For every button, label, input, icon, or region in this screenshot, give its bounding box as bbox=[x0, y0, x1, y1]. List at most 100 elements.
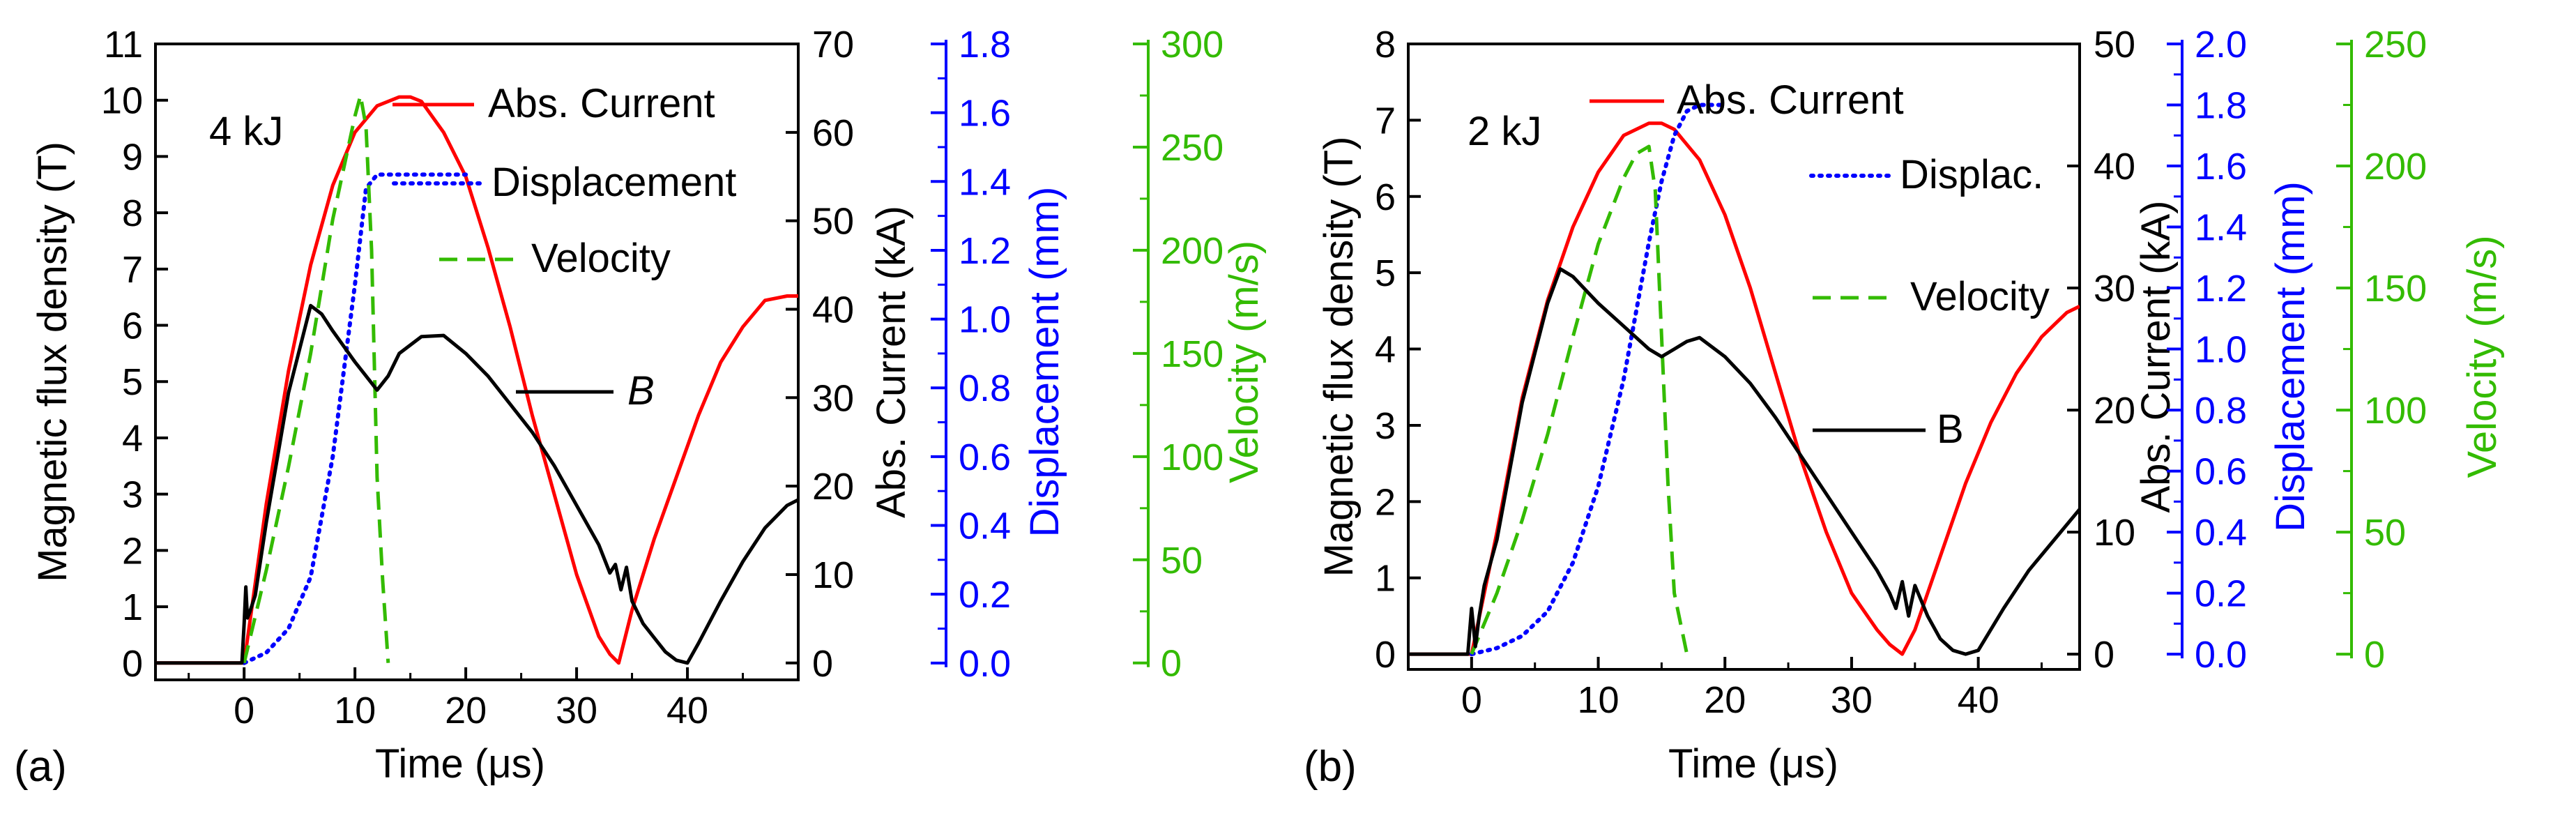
legend-label: Velocity bbox=[531, 236, 671, 281]
panel-a: 0 10 20 30 40 Time (μs) 0 1 2 3 4 5 6 7 8 9 10 11 Magnetic… bbox=[14, 24, 1267, 791]
y-tick-label: 4 bbox=[1375, 329, 1396, 371]
y-axis-label-displacement: Displacement (mm) bbox=[1022, 187, 1067, 538]
y-axis-label-b: Magnetic flux density (T) bbox=[1316, 137, 1362, 577]
x-tick-label: 10 bbox=[334, 690, 376, 731]
offset-tick-label: 200 bbox=[2364, 146, 2427, 188]
offset-tick-label: 0.4 bbox=[959, 506, 1011, 547]
y-tick-label: 4 bbox=[122, 418, 143, 460]
x-tick-label: 30 bbox=[1831, 679, 1873, 721]
offset-tick-label: 1.8 bbox=[959, 24, 1011, 66]
y-tick-label: 9 bbox=[122, 136, 143, 178]
series-b bbox=[155, 303, 798, 665]
series-displacement bbox=[1469, 103, 1728, 657]
offset-tick-label: 0.2 bbox=[959, 574, 1011, 616]
energy-label: 4 kJ bbox=[209, 109, 283, 154]
x-tick-label: 30 bbox=[556, 690, 597, 731]
y2-tick-label: 20 bbox=[812, 466, 854, 508]
offset-tick-label: 100 bbox=[2364, 390, 2427, 432]
legend-label: B bbox=[1937, 407, 1964, 452]
x-tick-label: 10 bbox=[1578, 679, 1619, 721]
series-velocity bbox=[1470, 144, 1689, 655]
offset-tick-label: 1.4 bbox=[2195, 207, 2247, 249]
panel-b: 0 10 20 30 40 Time (μs) 0 1 2 3 4 5 6 7 8 Magnetic flux… bbox=[1304, 24, 2505, 791]
offset-tick-label: 50 bbox=[1161, 540, 1203, 582]
offset-tick-label: 100 bbox=[1161, 437, 1224, 478]
y2-tick-label: 70 bbox=[812, 24, 854, 66]
y2-tick-label: 50 bbox=[2094, 24, 2135, 66]
offset-tick-label: 1.6 bbox=[2195, 146, 2247, 188]
y-tick-label: 7 bbox=[122, 249, 143, 291]
offset-tick-label: 150 bbox=[1161, 333, 1224, 375]
offset-tick-label: 0.4 bbox=[2195, 512, 2247, 554]
legend-label: Abs. Current bbox=[1677, 77, 1904, 123]
y2-tick-label: 50 bbox=[812, 201, 854, 243]
y-tick-label: 0 bbox=[122, 643, 143, 685]
y2-tick-label: 10 bbox=[2094, 512, 2135, 554]
panel-label: (a) bbox=[14, 743, 67, 791]
y-axis-label-velocity: Velocity (m/s) bbox=[2460, 235, 2505, 478]
offset-tick-label: 250 bbox=[1161, 127, 1224, 169]
y-tick-label: 5 bbox=[1375, 252, 1396, 294]
y-tick-label: 1 bbox=[122, 586, 143, 628]
offset-tick-label: 1.0 bbox=[959, 299, 1011, 341]
offset-tick-label: 1.2 bbox=[959, 230, 1011, 272]
offset-tick-label: 1.4 bbox=[959, 161, 1011, 203]
offset-tick-label: 0.0 bbox=[959, 643, 1011, 685]
x-tick-label: 0 bbox=[234, 690, 254, 731]
y-tick-label: 6 bbox=[1375, 176, 1396, 218]
y2-tick-label: 20 bbox=[2094, 390, 2135, 432]
offset-tick-label: 1.8 bbox=[2195, 85, 2247, 127]
offset-tick-label: 0 bbox=[2364, 634, 2385, 676]
series-velocity bbox=[242, 93, 390, 664]
y-tick-label: 8 bbox=[1375, 24, 1396, 66]
offset-tick-label: 0 bbox=[1161, 643, 1182, 685]
y-tick-label: 8 bbox=[122, 192, 143, 234]
x-tick-label: 40 bbox=[666, 690, 708, 731]
offset-tick-label: 0.6 bbox=[959, 437, 1011, 478]
offset-tick-label: 0.2 bbox=[2195, 573, 2247, 615]
y2-tick-label: 0 bbox=[812, 643, 833, 685]
offset-tick-label: 250 bbox=[2364, 24, 2427, 66]
x-tick-label: 20 bbox=[1704, 679, 1746, 721]
plot-frame bbox=[1407, 43, 2081, 671]
y2-tick-label: 30 bbox=[2094, 268, 2135, 310]
y2-tick-label: 40 bbox=[2094, 146, 2135, 188]
offset-tick-label: 300 bbox=[1161, 24, 1224, 66]
offset-tick-label: 2.0 bbox=[2195, 24, 2247, 66]
legend-label: B bbox=[627, 368, 655, 414]
offset-tick-label: 1.2 bbox=[2195, 268, 2247, 310]
y-tick-label: 3 bbox=[122, 474, 143, 516]
offset-tick-label: 200 bbox=[1161, 230, 1224, 272]
series-displacement bbox=[242, 172, 468, 665]
plot-area bbox=[1408, 103, 2080, 657]
y-tick-label: 11 bbox=[104, 24, 143, 66]
y-tick-label: 0 bbox=[1375, 634, 1396, 676]
series-abs-current bbox=[1408, 121, 2080, 656]
y2-tick-label: 60 bbox=[812, 112, 854, 154]
plot-frame bbox=[154, 43, 800, 681]
legend-label: Displac. bbox=[1900, 152, 2043, 197]
offset-tick-label: 1.0 bbox=[2195, 329, 2247, 371]
y-axis-label-displacement: Displacement (mm) bbox=[2268, 181, 2313, 532]
offset-tick-label: 0.8 bbox=[959, 367, 1011, 409]
y-tick-label: 2 bbox=[1375, 481, 1396, 523]
y-axis-label-velocity: Velocity (m/s) bbox=[1221, 241, 1267, 483]
x-axis-label: Time (μs) bbox=[375, 741, 545, 787]
y2-tick-label: 0 bbox=[2094, 634, 2114, 676]
y-tick-label: 3 bbox=[1375, 405, 1396, 447]
y-axis-label-current: Abs. Current (kA) bbox=[2133, 201, 2179, 513]
y-axis-label-b: Magnetic flux density (T) bbox=[30, 142, 75, 582]
y-tick-label: 5 bbox=[122, 361, 143, 403]
plot-area bbox=[155, 93, 798, 665]
offset-tick-label: 150 bbox=[2364, 268, 2427, 310]
offset-tick-label: 0.8 bbox=[2195, 390, 2247, 432]
y-tick-label: 7 bbox=[1375, 100, 1396, 142]
legend-label: Velocity bbox=[1910, 274, 2050, 319]
x-axis-label: Time (μs) bbox=[1668, 741, 1838, 787]
x-tick-label: 20 bbox=[445, 690, 487, 731]
y-axis-label-current: Abs. Current (kA) bbox=[869, 206, 914, 518]
offset-tick-label: 50 bbox=[2364, 512, 2406, 554]
y2-tick-label: 10 bbox=[812, 554, 854, 596]
offset-tick-label: 0.6 bbox=[2195, 451, 2247, 493]
